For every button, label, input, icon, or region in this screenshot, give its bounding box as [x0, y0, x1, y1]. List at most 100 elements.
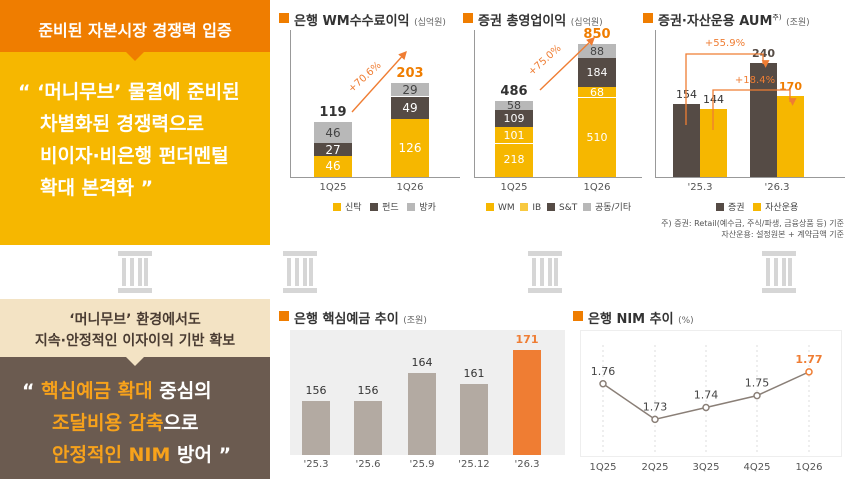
x-tick-label: '26.3 [514, 459, 540, 470]
stacked-bar-segment [578, 97, 616, 177]
left-bottom-title-2: 지속·안정적인 이자이익 기반 확보 [34, 333, 236, 349]
bar-value-label: 171 [515, 332, 539, 346]
panel1-title: 은행 WM수수료이익 (십억원) [294, 14, 446, 29]
segment-divider [495, 142, 533, 144]
aum-growth-label-1: +55.9% [704, 38, 746, 49]
stacked-bar-segment [391, 119, 429, 177]
total-label: 119 [319, 105, 347, 121]
deposit-bar [513, 349, 541, 455]
title-pointer [126, 52, 144, 61]
stacked-bar-segment [578, 58, 616, 87]
quote-line-3: 비이자·비은행 펀더멘털 [40, 145, 229, 167]
nim-value-label: 1.73 [643, 400, 668, 413]
legend-item: 방카 [407, 203, 436, 213]
pillar-icon [118, 251, 152, 293]
stacked-bar-segment [495, 127, 533, 143]
total-label: 203 [396, 66, 424, 82]
stacked-bar-segment [578, 86, 616, 98]
nim-point [805, 368, 813, 376]
stacked-bar-segment [314, 143, 352, 156]
segment-label: 126 [398, 141, 422, 156]
panel4-marker [279, 311, 289, 321]
stacked-bar-segment [314, 122, 352, 144]
nim-point [651, 415, 659, 424]
stacked-bar-segment [495, 110, 533, 128]
bar-value-label: 156 [357, 383, 379, 397]
stacked-bar-segment [578, 44, 616, 59]
x-tick-label: '25.3 [303, 459, 329, 470]
nim-value-label: 1.74 [694, 389, 719, 402]
legend-item: 공동/기타 [582, 203, 631, 213]
panel3-legend: 증권 자산운용 [716, 200, 798, 213]
stacked-bar-segment [391, 96, 429, 120]
segment-label: 101 [503, 128, 525, 142]
panel3-baseline [655, 177, 845, 178]
panel1-marker [279, 13, 289, 23]
x-tick-label: 1Q26 [796, 462, 823, 473]
panel2-marker [463, 13, 473, 23]
stacked-bar-segment [495, 142, 533, 177]
segment-label: 29 [402, 82, 418, 97]
legend-item: IB [520, 203, 541, 213]
pillar-icon [528, 251, 562, 293]
title-pointer-2 [126, 357, 144, 366]
panel1-baseline [290, 177, 460, 178]
segment-label: 109 [503, 112, 525, 126]
quote-line-4: 확대 본격화 ” [40, 177, 154, 199]
x-tick-label: 4Q25 [744, 462, 771, 473]
nim-value-label: 1.77 [795, 353, 822, 366]
pillar-icon [762, 251, 796, 293]
left-top-panel: 준비된 자본시장 경쟁력 입증 “ ‘머니무브’ 물결에 준비된 차별화된 경쟁… [0, 0, 270, 245]
legend-item: 증권 [716, 203, 745, 213]
x-tick-label: 1Q26 [396, 182, 424, 193]
segment-label: 58 [507, 99, 521, 113]
deposit-bar [302, 400, 330, 455]
segment-label: 68 [590, 85, 604, 99]
x-tick-label: 1Q25 [319, 182, 347, 193]
aum-growth-arrows [685, 53, 797, 130]
segment-divider [578, 97, 616, 99]
legend-item: 펀드 [370, 203, 399, 213]
panel3-footnote: 주) 증권: Retail(예수금, 주식/파생, 금융상품 등) 기준 자산운… [661, 219, 844, 239]
quote-line-1: “ ‘머니무브’ 물결에 준비된 [18, 81, 240, 103]
x-tick-label: 2Q25 [642, 462, 669, 473]
left-bottom-title-1: ‘머니무브’ 환경에서도 [69, 312, 201, 328]
x-tick-label: '25.6 [355, 459, 381, 470]
segment-label: 88 [590, 44, 604, 58]
nim-point [599, 380, 607, 388]
bar-value-label: 164 [411, 356, 433, 370]
panel5-chart: 1.76 1Q25 1.73 2Q25 1.74 3Q25 1.75 4Q25 1.77 1Q26 [590, 345, 823, 473]
legend-item: 신탁 [333, 203, 362, 213]
segment-label: 46 [325, 125, 341, 140]
quote2-line-3: 안정적인 NIM 방어 ” [52, 444, 232, 466]
nim-value-label: 1.76 [591, 365, 616, 378]
stacked-bar-segment [391, 83, 429, 97]
x-tick-label: 1Q25 [500, 182, 528, 193]
deposit-bar [460, 383, 488, 455]
nim-point [753, 391, 761, 400]
stacked-bar-segment [495, 101, 533, 111]
x-tick-label: '25.3 [687, 182, 713, 193]
panel5-bg [580, 330, 842, 457]
panel3-axis [655, 30, 656, 178]
panel3-marker [643, 13, 653, 23]
x-tick-label: 1Q25 [590, 462, 617, 473]
x-tick-label: 3Q25 [693, 462, 720, 473]
quote2-line-2: 조달비용 감축으로 [52, 412, 199, 434]
deposit-bar [408, 373, 436, 455]
panel5-marker [573, 311, 583, 321]
panel2-axis [474, 30, 475, 178]
segment-label: 46 [325, 159, 341, 174]
x-tick-label: 1Q26 [583, 182, 611, 193]
bar-value-label: 156 [305, 383, 327, 397]
aum-growth-label-2: +18.4% [734, 75, 776, 86]
total-label: 486 [500, 84, 528, 100]
panel1-legend: 신탁 펀드 방카 [333, 200, 436, 213]
x-tick-label: '25.12 [458, 459, 490, 470]
segment-label: 218 [503, 153, 525, 167]
panel2-legend: WM IB S&T 공동/기타 [486, 200, 631, 213]
nim-value-label: 1.75 [745, 377, 770, 390]
pillars-decoration [118, 251, 796, 293]
x-tick-label: '25.9 [409, 459, 435, 470]
panel4-title: 은행 핵심예금 추이 (조원) [294, 312, 427, 327]
